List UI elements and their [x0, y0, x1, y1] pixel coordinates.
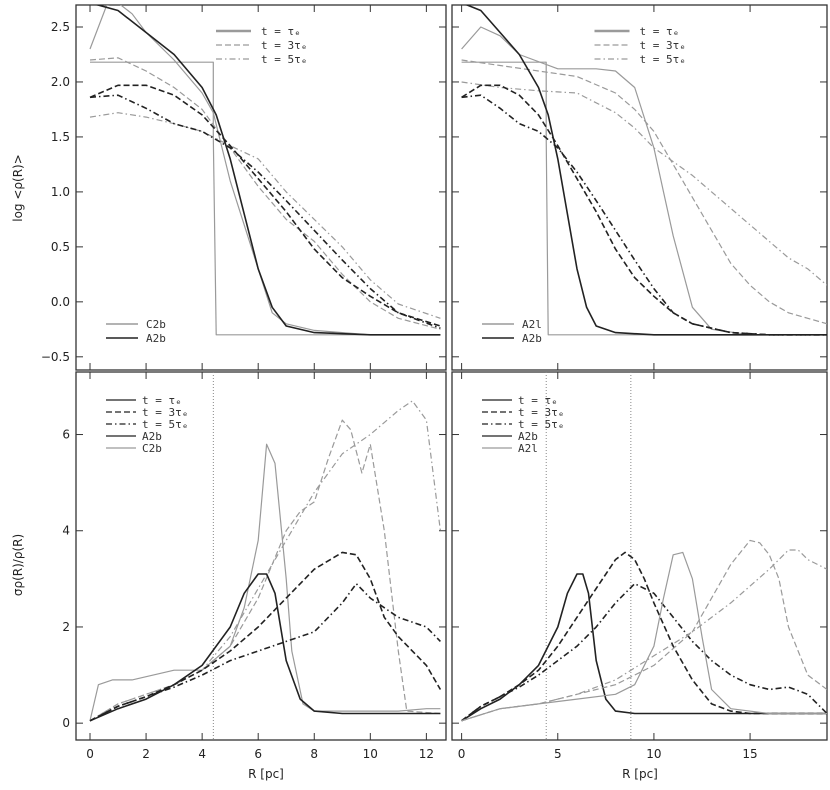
x-tick-label: 8 — [310, 747, 318, 761]
y-tick-label: 1.5 — [51, 130, 70, 144]
plot-frame — [451, 4, 828, 371]
legend-label: A2b — [522, 332, 542, 345]
legend-label: A2b — [142, 430, 162, 443]
y-tick-label: 2 — [62, 620, 70, 634]
series-line-a2b-dashed — [89, 551, 442, 722]
series-line-c2b-dashdot — [89, 400, 441, 722]
series-line-c2b-dashdot — [89, 112, 441, 319]
series-line-a2l-dashdot — [461, 549, 827, 722]
series-group — [461, 5, 827, 336]
x-tick-label: 10 — [363, 747, 378, 761]
series-line-a2l-dashdot — [461, 81, 827, 286]
legend-label: C2b — [146, 318, 166, 331]
legend-label: t = 5τₑ — [640, 53, 686, 66]
plot-frame — [451, 371, 828, 741]
x-tick-label: 10 — [646, 747, 661, 761]
bottom-right-x-axis-label: R [pc] — [622, 767, 658, 781]
y-tick-label: 4 — [62, 524, 70, 538]
x-tick-label: 4 — [198, 747, 206, 761]
legend-label: C2b — [142, 442, 162, 455]
x-tick-label: 15 — [742, 747, 757, 761]
series-group — [89, 400, 442, 722]
x-tick-label: 12 — [419, 747, 434, 761]
plot-frame — [75, 371, 447, 741]
y-tick-label: 2.5 — [51, 20, 70, 34]
series-line-a2l-solid — [461, 551, 827, 722]
legend-label: A2l — [522, 318, 542, 331]
series-line-a2b-dashdot — [461, 94, 827, 336]
x-tick-label: 2 — [142, 747, 150, 761]
legend-label: t = τₑ — [518, 394, 558, 407]
series-line-a2l-solid — [461, 26, 827, 336]
series-group — [89, 5, 441, 336]
legend-label: A2b — [518, 430, 538, 443]
series-line-a2b-dashdot — [89, 582, 441, 722]
y-tick-label: 0.5 — [51, 240, 70, 254]
bottom-y-axis-label: σρ(R)/ρ(R) — [11, 534, 25, 596]
y-tick-label: 0 — [62, 716, 70, 730]
series-line-a2b-dashed — [461, 551, 827, 722]
legend-label: t = τₑ — [640, 25, 680, 38]
legend-label: t = 5τₑ — [142, 418, 188, 431]
series-line-c2b-dashed — [89, 57, 441, 330]
x-tick-label: 5 — [554, 747, 562, 761]
series-line-c2b-solid — [89, 443, 441, 721]
y-tick-label: 0.0 — [51, 295, 70, 309]
legend-label: t = τₑ — [142, 394, 182, 407]
series-line-a2l-dashed — [461, 539, 827, 722]
top-y-axis-label: log <ρ(R)> — [11, 154, 25, 222]
x-tick-label: 6 — [254, 747, 262, 761]
legend-label: t = 3τₑ — [640, 39, 686, 52]
series-line-a2b-solid — [94, 5, 441, 336]
legend-label: t = 3τₑ — [261, 39, 307, 52]
x-tick-label: 0 — [86, 747, 94, 761]
legend-label: t = 3τₑ — [518, 406, 564, 419]
y-tick-label: 6 — [62, 428, 70, 442]
bottom-left-x-axis-label: R [pc] — [248, 767, 284, 781]
series-line-a2l-dashed — [461, 59, 827, 325]
series-line-a2b-dashed — [461, 84, 827, 336]
y-tick-label: 1.0 — [51, 185, 70, 199]
legend-label: t = 5τₑ — [261, 53, 307, 66]
y-tick-label: −0.5 — [41, 350, 70, 364]
series-line-a2b-solid — [464, 5, 827, 336]
series-line-c2b-step — [90, 61, 441, 336]
series-line-a2b-solid — [461, 573, 827, 722]
series-line-a2b-solid — [89, 573, 441, 722]
series-line-a2b-dashdot — [461, 582, 827, 722]
series-group — [461, 539, 827, 722]
series-line-a2b-dashdot — [89, 94, 441, 329]
x-tick-label: 0 — [458, 747, 466, 761]
legend-label: t = 3τₑ — [142, 406, 188, 419]
series-line-a2l-step — [461, 61, 827, 336]
plot-frame — [75, 4, 447, 371]
series-line-a2b-dashed — [89, 84, 441, 327]
legend-label: A2l — [518, 442, 538, 455]
legend-label: t = τₑ — [261, 25, 301, 38]
legend-label: A2b — [146, 332, 166, 345]
y-tick-label: 2.0 — [51, 75, 70, 89]
legend-label: t = 5τₑ — [518, 418, 564, 431]
